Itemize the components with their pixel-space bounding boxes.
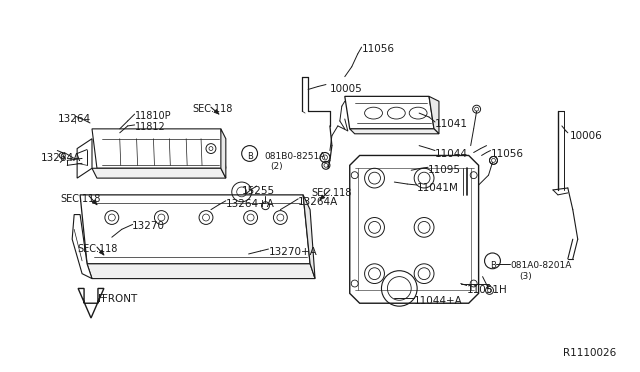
Polygon shape bbox=[92, 200, 97, 205]
Polygon shape bbox=[221, 129, 226, 178]
Polygon shape bbox=[78, 288, 104, 318]
Text: B: B bbox=[246, 152, 253, 161]
Text: 13264+A: 13264+A bbox=[226, 199, 275, 209]
Polygon shape bbox=[320, 195, 325, 200]
Polygon shape bbox=[80, 195, 310, 264]
Text: 13270: 13270 bbox=[132, 221, 164, 231]
Text: SEC.118: SEC.118 bbox=[60, 194, 100, 204]
Text: (3): (3) bbox=[519, 272, 532, 281]
Text: 11056: 11056 bbox=[490, 148, 524, 158]
Circle shape bbox=[365, 168, 385, 188]
Circle shape bbox=[414, 218, 434, 237]
Polygon shape bbox=[92, 129, 226, 168]
Text: 13264A: 13264A bbox=[40, 153, 81, 163]
Text: 11041: 11041 bbox=[435, 119, 468, 129]
Circle shape bbox=[365, 264, 385, 283]
Text: 13264: 13264 bbox=[58, 114, 92, 124]
Circle shape bbox=[414, 168, 434, 188]
Circle shape bbox=[414, 264, 434, 283]
Polygon shape bbox=[72, 215, 92, 279]
Text: 13264A: 13264A bbox=[298, 197, 339, 207]
Text: B: B bbox=[490, 261, 497, 270]
Text: 11095: 11095 bbox=[428, 165, 461, 175]
Polygon shape bbox=[92, 168, 226, 178]
Text: 081B0-8251A: 081B0-8251A bbox=[264, 151, 326, 161]
Text: 10006: 10006 bbox=[570, 131, 603, 141]
Text: SEC.118: SEC.118 bbox=[311, 188, 351, 198]
Text: F: F bbox=[98, 294, 104, 304]
Text: (2): (2) bbox=[271, 162, 283, 171]
Text: 11056: 11056 bbox=[362, 44, 395, 54]
Text: SEC.118: SEC.118 bbox=[192, 104, 232, 114]
Text: 081A0-8201A: 081A0-8201A bbox=[510, 261, 572, 270]
Text: 13270+A: 13270+A bbox=[268, 247, 317, 257]
Polygon shape bbox=[214, 109, 219, 114]
Polygon shape bbox=[77, 139, 92, 178]
Polygon shape bbox=[349, 129, 439, 134]
Text: 11041M: 11041M bbox=[417, 183, 459, 193]
Text: 10005: 10005 bbox=[330, 84, 363, 93]
Text: 15255: 15255 bbox=[242, 186, 275, 196]
Polygon shape bbox=[87, 264, 315, 279]
Text: 11044+A: 11044+A bbox=[414, 296, 463, 306]
Polygon shape bbox=[345, 96, 434, 129]
Polygon shape bbox=[303, 195, 315, 279]
Text: 11812: 11812 bbox=[134, 122, 165, 132]
Text: 11810P: 11810P bbox=[134, 111, 172, 121]
Text: R1110026: R1110026 bbox=[563, 347, 616, 357]
Polygon shape bbox=[99, 250, 104, 255]
Text: FRONT: FRONT bbox=[102, 294, 137, 304]
Text: 11051H: 11051H bbox=[467, 285, 508, 295]
Text: 11044: 11044 bbox=[435, 148, 468, 158]
Text: SEC.118: SEC.118 bbox=[77, 244, 118, 254]
Polygon shape bbox=[349, 155, 479, 303]
Circle shape bbox=[365, 218, 385, 237]
Polygon shape bbox=[429, 96, 439, 134]
